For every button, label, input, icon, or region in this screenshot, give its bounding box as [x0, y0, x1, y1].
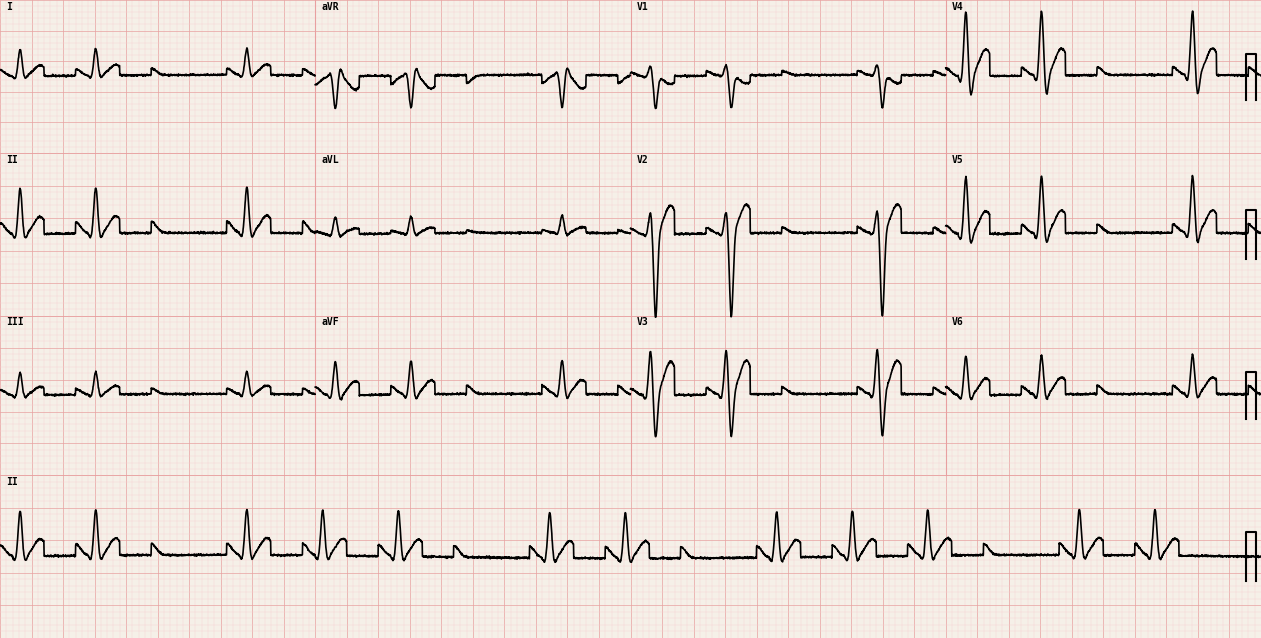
- Text: I: I: [6, 1, 13, 11]
- Text: II: II: [6, 154, 18, 165]
- Text: V1: V1: [637, 1, 648, 11]
- Text: aVF: aVF: [322, 317, 339, 327]
- Text: V4: V4: [952, 1, 963, 11]
- Text: V5: V5: [952, 154, 963, 165]
- Text: V2: V2: [637, 154, 648, 165]
- Text: V3: V3: [637, 317, 648, 327]
- Text: II: II: [6, 477, 18, 487]
- Text: III: III: [6, 317, 24, 327]
- Text: aVL: aVL: [322, 154, 339, 165]
- Text: V6: V6: [952, 317, 963, 327]
- Text: aVR: aVR: [322, 1, 339, 11]
